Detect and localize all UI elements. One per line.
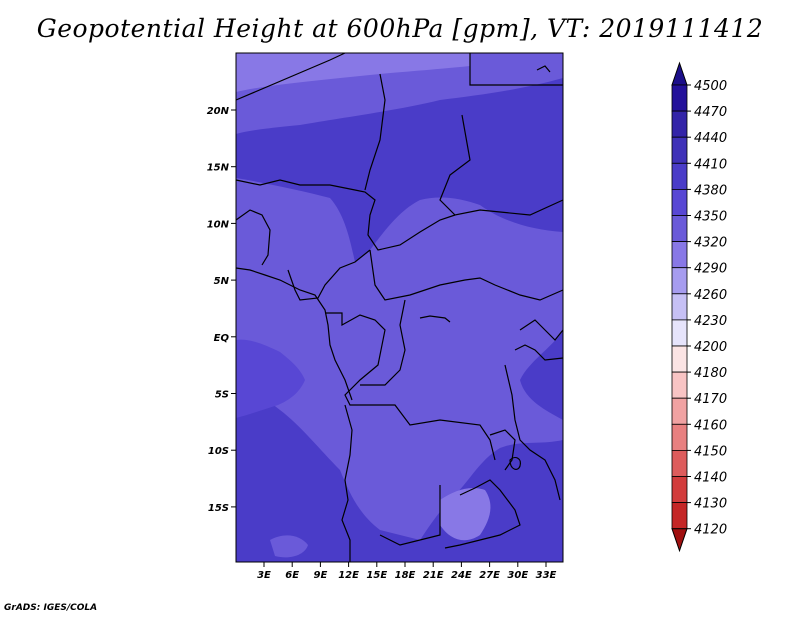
lon-tick-label: 6E xyxy=(285,570,299,581)
colorbar-level-label: 4320 xyxy=(694,236,727,251)
lat-tick-label: EQ xyxy=(214,333,230,344)
colorbar-level-label: 4260 xyxy=(694,288,727,303)
colorbar-bottom-arrow xyxy=(671,528,688,553)
lon-tick-label: 27E xyxy=(479,570,500,581)
colorbar-level-label: 4380 xyxy=(694,183,727,198)
colorbar-level-label: 4130 xyxy=(694,497,727,512)
lake-outline xyxy=(489,429,516,471)
colorbar-swatch xyxy=(671,241,688,269)
colorbar-swatch xyxy=(671,397,688,425)
lon-tick-label: 33E xyxy=(536,570,557,581)
colorbar-level-label: 4440 xyxy=(694,131,727,146)
colorbar-level-label: 4170 xyxy=(694,392,727,407)
colorbar-level-label: 4160 xyxy=(694,418,727,433)
colorbar-level-label: 4470 xyxy=(694,105,727,120)
border-line xyxy=(469,53,563,86)
border-line xyxy=(360,299,406,386)
border-line xyxy=(364,73,386,191)
colorbar-swatch xyxy=(671,267,688,295)
credit-label: GrADS: IGES/COLA xyxy=(4,603,98,613)
colorbar-swatch xyxy=(671,345,688,373)
border-line xyxy=(235,209,271,266)
border-line xyxy=(235,179,456,251)
lake-outline xyxy=(509,456,521,470)
colorbar-swatch xyxy=(671,449,688,477)
lat-tick-label: 15N xyxy=(207,163,230,174)
lon-tick-label: 24E xyxy=(451,570,472,581)
colorbar-swatch xyxy=(671,162,688,190)
map-frame xyxy=(235,52,564,563)
lon-tick-label: 15E xyxy=(366,570,387,581)
lon-tick-label: 30E xyxy=(507,570,528,581)
country-borders xyxy=(235,52,564,562)
colorbar: 4500 4470 4440 4410 4380 4350 4320 4290 4260 4230… xyxy=(671,61,727,553)
lon-tick-label: 12E xyxy=(338,570,359,581)
colorbar-swatch xyxy=(671,188,688,216)
border-line xyxy=(235,52,346,101)
lon-tick-label: 21E xyxy=(423,570,444,581)
colorbar-swatch xyxy=(671,319,688,347)
border-line xyxy=(341,404,353,562)
field-4350-sw xyxy=(270,535,308,558)
colorbar-level-label: 4350 xyxy=(694,210,727,225)
colorbar-top-arrow xyxy=(671,61,688,86)
river-line xyxy=(419,315,451,323)
colorbar-swatch xyxy=(671,371,688,399)
lat-tick-label: 10S xyxy=(208,446,229,457)
map-area xyxy=(236,53,563,562)
field-4320-south xyxy=(440,488,491,541)
colorbar-swatch xyxy=(671,476,688,504)
longitude-axis: 3E 6E 9E 12E 15E 18E 21E 24E 27E 30E 33E xyxy=(257,562,557,581)
border-line xyxy=(439,114,564,216)
colorbar-swatch xyxy=(671,293,688,321)
colorbar-level-label: 4290 xyxy=(694,262,727,277)
latitude-axis: 20N 15N 10N 5N EQ 5S 10S 15S xyxy=(207,106,236,514)
lat-tick-label: 5N xyxy=(214,276,230,287)
colorbar-level-label: 4200 xyxy=(694,340,727,355)
field-4350-central xyxy=(236,178,563,540)
colorbar-level-label: 4180 xyxy=(694,366,727,381)
colorbar-swatch xyxy=(671,84,688,112)
field-4320-north xyxy=(236,53,470,92)
colorbar-level-label: 4140 xyxy=(694,471,727,486)
border-line xyxy=(379,485,441,546)
colorbar-level-label: 4500 xyxy=(694,79,727,94)
lat-tick-label: 5S xyxy=(215,390,229,401)
colorbar-swatch xyxy=(671,110,688,138)
lat-tick-label: 10N xyxy=(207,219,230,230)
border-line xyxy=(514,344,564,361)
border-line xyxy=(369,249,564,301)
colorbar-level-label: 4410 xyxy=(694,157,727,172)
border-line xyxy=(519,319,564,341)
colorbar-level-label: 4230 xyxy=(694,314,727,329)
colorbar-swatch xyxy=(671,136,688,164)
border-line xyxy=(504,364,561,501)
lon-tick-label: 9E xyxy=(314,570,328,581)
field-4380-west xyxy=(236,339,305,418)
border-line xyxy=(287,249,371,301)
border-line xyxy=(325,312,496,461)
colorbar-swatch xyxy=(671,502,688,530)
coastline xyxy=(536,65,551,73)
lon-tick-label: 18E xyxy=(395,570,416,581)
lat-tick-label: 20N xyxy=(207,106,230,117)
map-title: Geopotential Height at 600hPa [gpm], VT:… xyxy=(36,14,764,43)
colorbar-level-label: 4120 xyxy=(694,523,727,538)
lat-tick-label: 15S xyxy=(208,503,229,514)
colorbar-swatch xyxy=(671,215,688,243)
lon-tick-label: 3E xyxy=(257,570,271,581)
border-line xyxy=(444,479,521,549)
colorbar-swatch xyxy=(671,423,688,451)
colorbar-level-label: 4150 xyxy=(694,444,727,459)
coastline xyxy=(235,267,353,401)
